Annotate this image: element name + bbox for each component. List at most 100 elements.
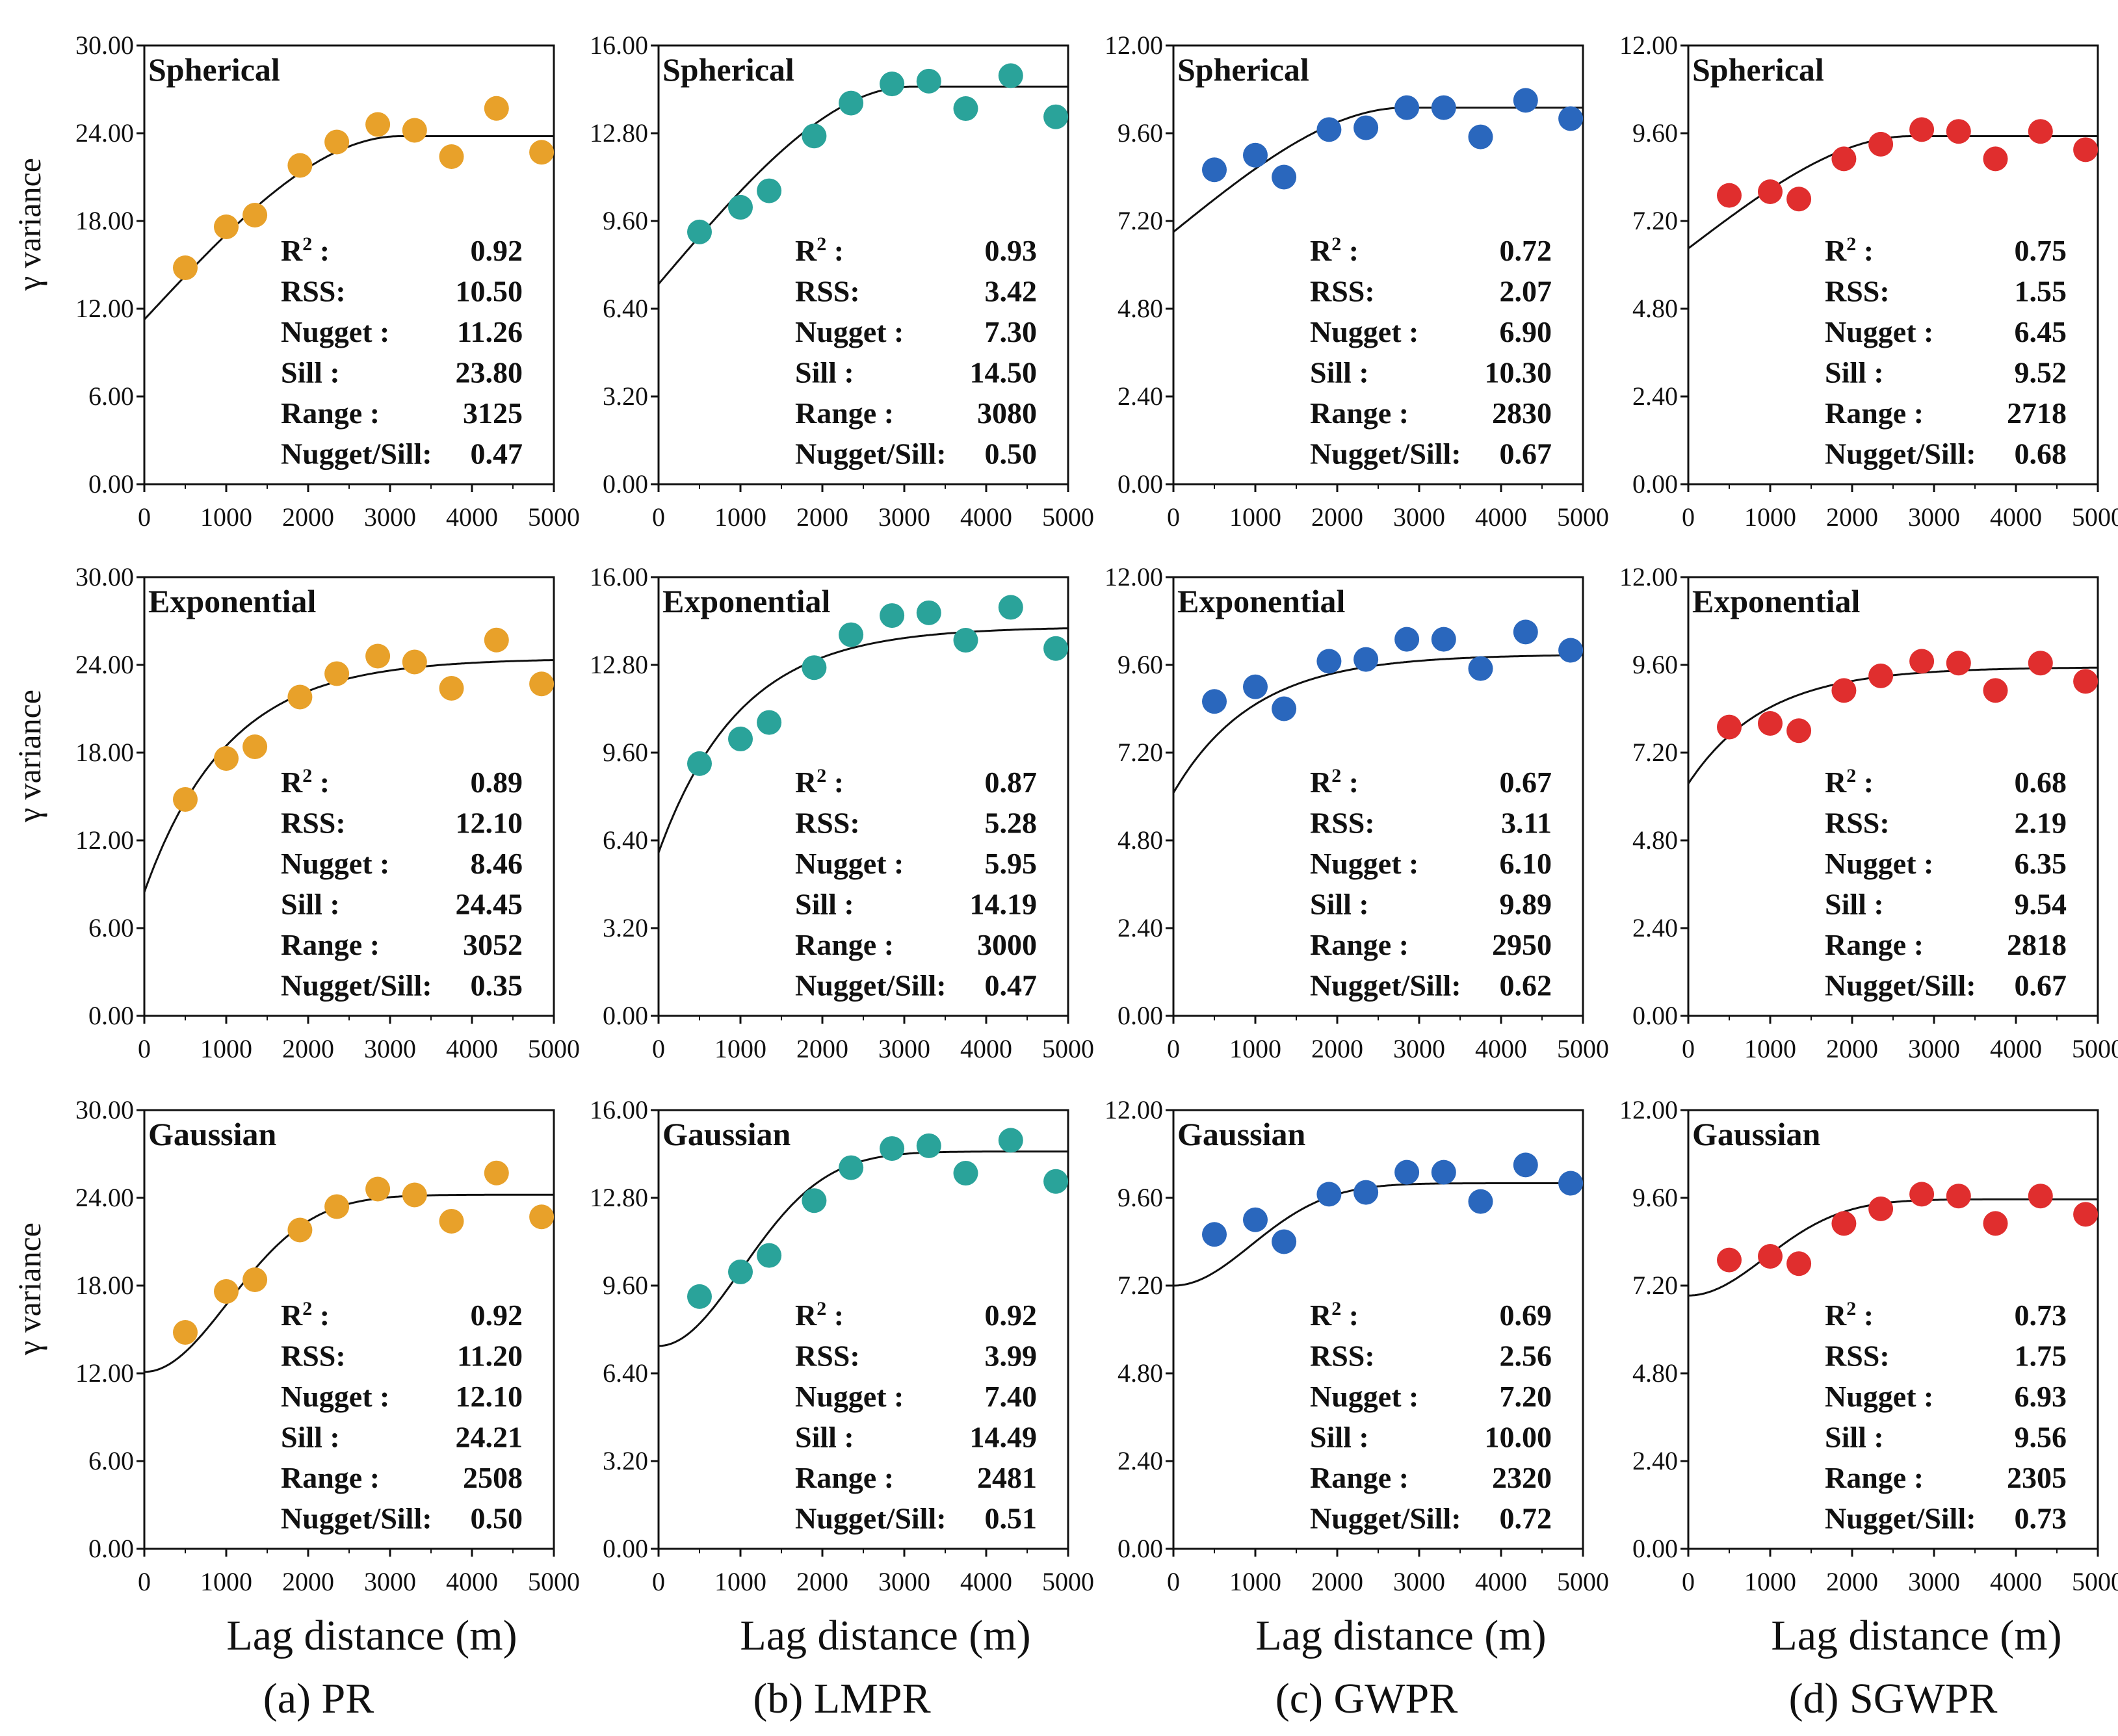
- stat-value-nugget: 7.40: [985, 1380, 1038, 1413]
- x-tick-label: 2000: [1311, 1034, 1363, 1063]
- y-tick-label: 12.00: [1619, 31, 1678, 60]
- data-point: [365, 1176, 391, 1202]
- stat-value-rss: 3.42: [985, 275, 1038, 308]
- stat-value-nugget-sill: 0.47: [985, 969, 1038, 1002]
- data-point: [1043, 636, 1069, 661]
- stat-label-sill: Sill :: [1310, 356, 1369, 389]
- stat-value-range: 2481: [977, 1461, 1037, 1494]
- stat-label-range: Range :: [1310, 396, 1409, 430]
- x-tick-label: 0: [138, 1034, 151, 1063]
- panel-exponential-b-lmpr: 0.00 3.20 6.40 9.60 12.80 16.00 0 1000 2000 3000 4…: [590, 562, 1094, 1063]
- stat-label-nugget: Nugget :: [281, 847, 389, 880]
- stat-label-nugget-sill: Nugget/Sill:: [1825, 437, 1976, 471]
- data-point: [1431, 1159, 1456, 1185]
- stat-label-rss: RSS:: [795, 275, 860, 308]
- x-tick-label: 1000: [200, 1034, 252, 1063]
- data-point: [1909, 117, 1935, 142]
- stat-value-r2: 0.67: [1500, 766, 1552, 799]
- stat-label-sill: Sill :: [1310, 1421, 1369, 1454]
- x-tick-label: 1000: [714, 1034, 766, 1063]
- data-point: [173, 1320, 198, 1345]
- model-title: Gaussian: [662, 1116, 791, 1152]
- stat-label-nugget: Nugget :: [1825, 847, 1933, 880]
- stat-value-nugget-sill: 0.47: [471, 437, 523, 471]
- data-point: [1316, 117, 1342, 142]
- stat-label-nugget-sill: Nugget/Sill:: [1825, 969, 1976, 1002]
- x-tick-label: 4000: [446, 1034, 498, 1063]
- stat-value-r2: 0.68: [2015, 766, 2067, 799]
- stat-label-nugget-sill: Nugget/Sill:: [281, 437, 432, 471]
- x-tick-label: 2000: [282, 1567, 334, 1596]
- stat-value-range: 3125: [463, 396, 523, 430]
- y-tick-label: 2.40: [1632, 913, 1678, 942]
- stat-value-rss: 5.28: [985, 807, 1038, 840]
- stat-value-nugget: 6.35: [2015, 847, 2067, 880]
- data-point: [1272, 164, 1297, 190]
- y-tick-label: 0.00: [603, 1534, 648, 1563]
- x-tick-label: 1000: [200, 502, 252, 532]
- data-point: [1353, 115, 1379, 140]
- x-tick-label: 1000: [714, 502, 766, 532]
- data-point: [1513, 619, 1538, 645]
- stat-label-rss: RSS:: [1825, 275, 1890, 308]
- stat-label-range: Range :: [1825, 396, 1924, 430]
- data-point: [439, 144, 464, 169]
- y-tick-label: 7.20: [1118, 206, 1163, 235]
- stat-label-range: Range :: [1825, 1461, 1924, 1494]
- x-tick-label: 0: [652, 1034, 665, 1063]
- y-tick-label: 0.00: [1118, 1534, 1163, 1563]
- stat-value-nugget: 6.90: [1500, 315, 1552, 348]
- data-point: [242, 203, 268, 227]
- stat-label-r2: R2 :: [1825, 1298, 1874, 1332]
- data-point: [287, 684, 313, 710]
- y-axis-label-row-2: γ variance: [11, 690, 47, 823]
- panel-exponential-c-gwpr: 0.00 2.40 4.80 7.20 9.60 12.00 0 1000 2000 3000 40…: [1105, 562, 1609, 1063]
- data-point: [529, 1204, 555, 1230]
- x-tick-label: 4000: [960, 1034, 1012, 1063]
- data-point: [1868, 663, 1894, 688]
- stat-value-rss: 12.10: [456, 807, 523, 840]
- stat-label-nugget-sill: Nugget/Sill:: [1825, 1502, 1976, 1535]
- data-point: [1758, 711, 1783, 736]
- data-point: [880, 71, 905, 97]
- x-tick-label: 5000: [528, 1034, 580, 1063]
- data-point: [1272, 1229, 1297, 1254]
- y-tick-label: 4.80: [1632, 294, 1678, 323]
- data-point: [402, 1182, 427, 1208]
- x-tick-label: 5000: [1042, 1567, 1094, 1596]
- x-tick-label: 0: [1167, 502, 1180, 532]
- stat-label-sill: Sill :: [1310, 888, 1369, 921]
- y-tick-label: 24.00: [75, 118, 134, 148]
- x-tick-label: 1000: [1744, 1567, 1796, 1596]
- y-tick-label: 7.20: [1118, 1271, 1163, 1300]
- data-point: [484, 96, 509, 121]
- data-point: [242, 1267, 268, 1292]
- panel-gaussian-a-pr: 0.00 6.00 12.00 18.00 24.00 30.00 0 1000 2000 300…: [75, 1095, 580, 1596]
- x-tick-label: 2000: [796, 1034, 848, 1063]
- panel-exponential-a-pr: 0.00 6.00 12.00 18.00 24.00 30.00 0 1000 2000 300…: [75, 562, 580, 1063]
- data-point: [880, 1136, 905, 1161]
- y-tick-label: 12.00: [75, 1358, 134, 1388]
- fitted-variogram-curve: [143, 135, 554, 320]
- y-tick-label: 6.00: [88, 913, 134, 942]
- x-tick-label: 2000: [1826, 502, 1878, 532]
- stat-label-nugget-sill: Nugget/Sill:: [281, 1502, 432, 1535]
- panel-spherical-b-lmpr: 0.00 3.20 6.40 9.60 12.80 16.00 0 1000 2000 3000 4…: [590, 31, 1094, 532]
- data-point: [1831, 678, 1857, 703]
- data-point: [1202, 1222, 1227, 1247]
- stat-value-sill: 9.54: [2015, 888, 2067, 921]
- x-tick-label: 2000: [1826, 1034, 1878, 1063]
- stat-value-rss: 3.11: [1501, 807, 1552, 840]
- stat-label-nugget: Nugget :: [281, 1380, 389, 1413]
- y-tick-label: 12.00: [1619, 1095, 1678, 1124]
- stat-label-rss: RSS:: [1310, 275, 1375, 308]
- x-tick-label: 0: [1682, 1034, 1695, 1063]
- stat-value-nugget-sill: 0.73: [2015, 1502, 2067, 1535]
- x-tick-label: 4000: [446, 1567, 498, 1596]
- y-tick-label: 2.40: [1632, 1446, 1678, 1475]
- x-tick-label: 0: [1167, 1034, 1180, 1063]
- y-tick-label: 4.80: [1118, 1358, 1163, 1388]
- y-tick-label: 18.00: [75, 1271, 134, 1300]
- x-tick-label: 2000: [1826, 1567, 1878, 1596]
- stat-label-nugget: Nugget :: [795, 847, 904, 880]
